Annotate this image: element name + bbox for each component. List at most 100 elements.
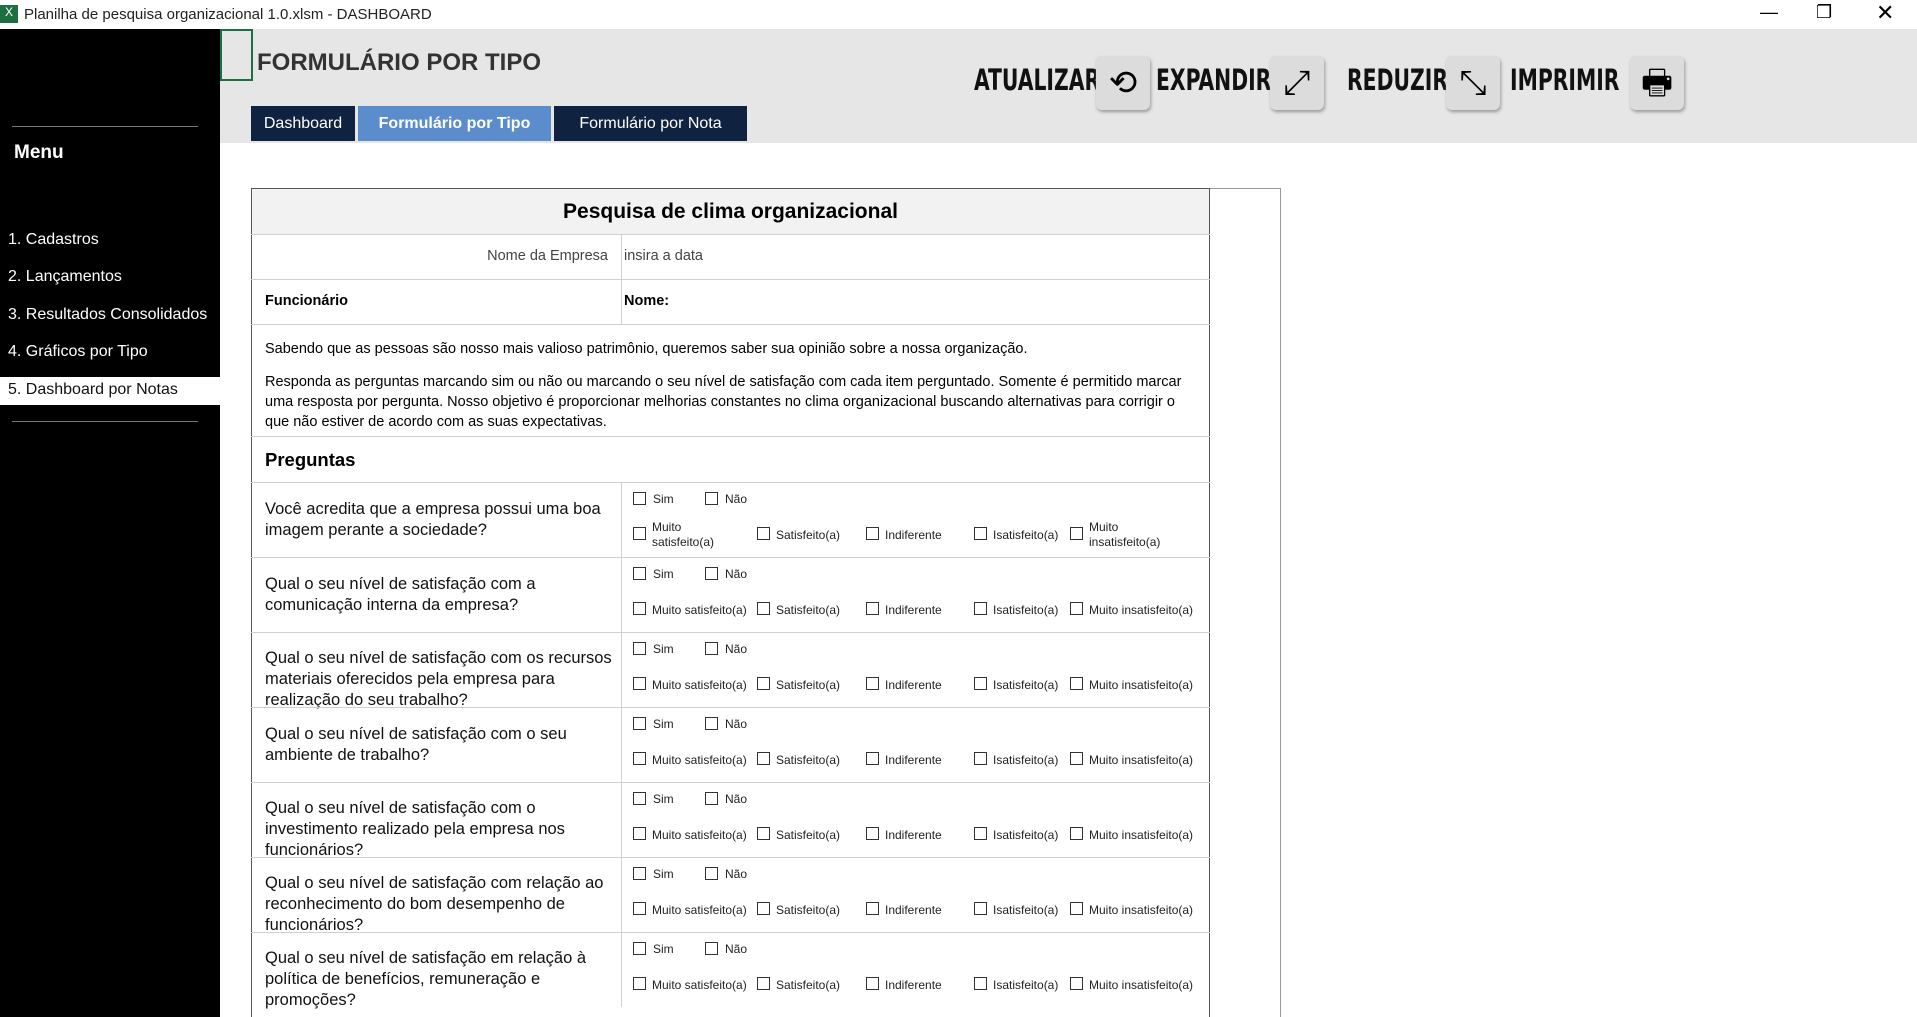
checkbox[interactable]	[633, 677, 646, 690]
menu-item[interactable]: 2. Lançamentos	[8, 268, 122, 285]
menu-item[interactable]: 5. Dashboard por Notas	[8, 381, 178, 398]
divider	[621, 932, 622, 1007]
checkbox-label: Satisfeito(a)	[776, 678, 841, 692]
checkbox[interactable]	[633, 567, 646, 580]
checkbox[interactable]	[974, 602, 987, 615]
intro-text: Sabendo que as pessoas são nosso mais va…	[265, 341, 1028, 357]
toolbar-button[interactable]: REDUZIR	[1347, 63, 1448, 97]
close[interactable]: ✕	[1876, 0, 1895, 25]
checkbox-label: Muito insatisfeito(a)	[1089, 603, 1194, 617]
checkbox[interactable]	[757, 752, 770, 765]
checkbox[interactable]	[866, 977, 879, 990]
checkbox[interactable]	[633, 942, 646, 955]
question-row	[251, 557, 1210, 632]
checkbox[interactable]	[633, 752, 646, 765]
question-row	[251, 782, 1210, 857]
divider	[12, 421, 198, 422]
toolbar-icon[interactable]: ⤡	[1446, 56, 1500, 110]
checkbox-label: Isatisfeito(a)	[993, 753, 1059, 767]
menu-item[interactable]: 4. Gráficos por Tipo	[8, 343, 148, 360]
checkbox[interactable]	[1070, 527, 1083, 540]
checkbox[interactable]	[757, 902, 770, 915]
checkbox[interactable]	[866, 527, 879, 540]
question-text: Qual o seu nível de satisfação com o seu…	[265, 725, 567, 764]
toolbar-button[interactable]: IMPRIMIR	[1510, 63, 1620, 97]
checkbox[interactable]	[633, 717, 646, 730]
checkbox[interactable]	[974, 677, 987, 690]
checkbox-label: Muito insatisfeito(a)	[1089, 520, 1161, 549]
checkbox-label: Satisfeito(a)	[776, 753, 841, 767]
checkbox-label: Sim	[653, 642, 674, 656]
checkbox-label: Indiferente	[885, 828, 942, 842]
checkbox-label: Sim	[653, 867, 674, 881]
toolbar-button[interactable]: EXPANDIR	[1156, 63, 1272, 97]
checkbox[interactable]	[705, 792, 718, 805]
checkbox[interactable]	[974, 527, 987, 540]
checkbox[interactable]	[633, 977, 646, 990]
checkbox[interactable]	[866, 827, 879, 840]
minimize[interactable]: —	[1760, 2, 1778, 22]
checkbox[interactable]	[1070, 977, 1083, 990]
checkbox-label: Não	[725, 492, 748, 506]
checkbox[interactable]	[757, 827, 770, 840]
checkbox-label: Não	[725, 942, 748, 956]
checkbox-label: Sim	[653, 792, 674, 806]
checkbox[interactable]	[974, 752, 987, 765]
checkbox[interactable]	[1070, 827, 1083, 840]
checkbox[interactable]	[633, 492, 646, 505]
checkbox[interactable]	[1070, 902, 1083, 915]
checkbox[interactable]	[757, 677, 770, 690]
window-title: Planilha de pesquisa organizacional 1.0.…	[24, 6, 432, 23]
checkbox[interactable]	[705, 867, 718, 880]
checkbox-label: Isatisfeito(a)	[993, 678, 1059, 692]
checkbox-label: Muito satisfeito(a)	[652, 520, 715, 549]
company-value[interactable]: insira a data	[624, 248, 703, 264]
checkbox-label: Muito satisfeito(a)	[652, 678, 747, 692]
question-row	[251, 932, 1210, 1007]
checkbox[interactable]	[633, 902, 646, 915]
checkbox[interactable]	[705, 942, 718, 955]
checkbox[interactable]	[866, 602, 879, 615]
checkbox[interactable]	[974, 902, 987, 915]
checkbox[interactable]	[633, 527, 646, 540]
checkbox[interactable]	[866, 752, 879, 765]
checkbox[interactable]	[866, 902, 879, 915]
checkbox-label: Indiferente	[885, 753, 942, 767]
tab[interactable]: Formulário por Tipo	[358, 106, 551, 141]
restore[interactable]: ❐	[1816, 2, 1833, 22]
tab[interactable]: Dashboard	[251, 106, 355, 141]
checkbox[interactable]	[974, 977, 987, 990]
checkbox[interactable]	[633, 642, 646, 655]
toolbar-button[interactable]: ATUALIZAR	[974, 63, 1101, 97]
checkbox[interactable]	[974, 827, 987, 840]
checkbox[interactable]	[1070, 752, 1083, 765]
checkbox-label: Muito insatisfeito(a)	[1089, 678, 1194, 692]
checkbox[interactable]	[633, 792, 646, 805]
checkbox[interactable]	[1070, 677, 1083, 690]
checkbox[interactable]	[866, 677, 879, 690]
checkbox[interactable]	[705, 492, 718, 505]
menu-item[interactable]: 3. Resultados Consolidados	[8, 306, 208, 323]
question-text: Qual o seu nível de satisfação com o inv…	[265, 799, 565, 859]
checkbox[interactable]	[633, 827, 646, 840]
checkbox[interactable]	[705, 717, 718, 730]
checkbox-label: Não	[725, 567, 748, 581]
checkbox-label: Sim	[653, 567, 674, 581]
checkbox[interactable]	[757, 527, 770, 540]
checkbox[interactable]	[757, 977, 770, 990]
section-row	[251, 436, 1210, 482]
checkbox[interactable]	[633, 867, 646, 880]
checkbox-label: Muito satisfeito(a)	[652, 603, 747, 617]
checkbox[interactable]	[705, 642, 718, 655]
checkbox[interactable]	[757, 602, 770, 615]
tab[interactable]: Formulário por Nota	[554, 106, 747, 141]
checkbox-label: Muito insatisfeito(a)	[1089, 753, 1194, 767]
toolbar-icon[interactable]: ⤢	[1270, 56, 1324, 110]
checkbox[interactable]	[705, 567, 718, 580]
checkbox-label: Satisfeito(a)	[776, 528, 841, 542]
menu-item[interactable]: 1. Cadastros	[8, 231, 99, 248]
checkbox[interactable]	[1070, 602, 1083, 615]
toolbar-icon[interactable]: ⟲	[1096, 56, 1150, 110]
toolbar-icon[interactable]: 🖶	[1630, 56, 1684, 110]
checkbox[interactable]	[633, 602, 646, 615]
